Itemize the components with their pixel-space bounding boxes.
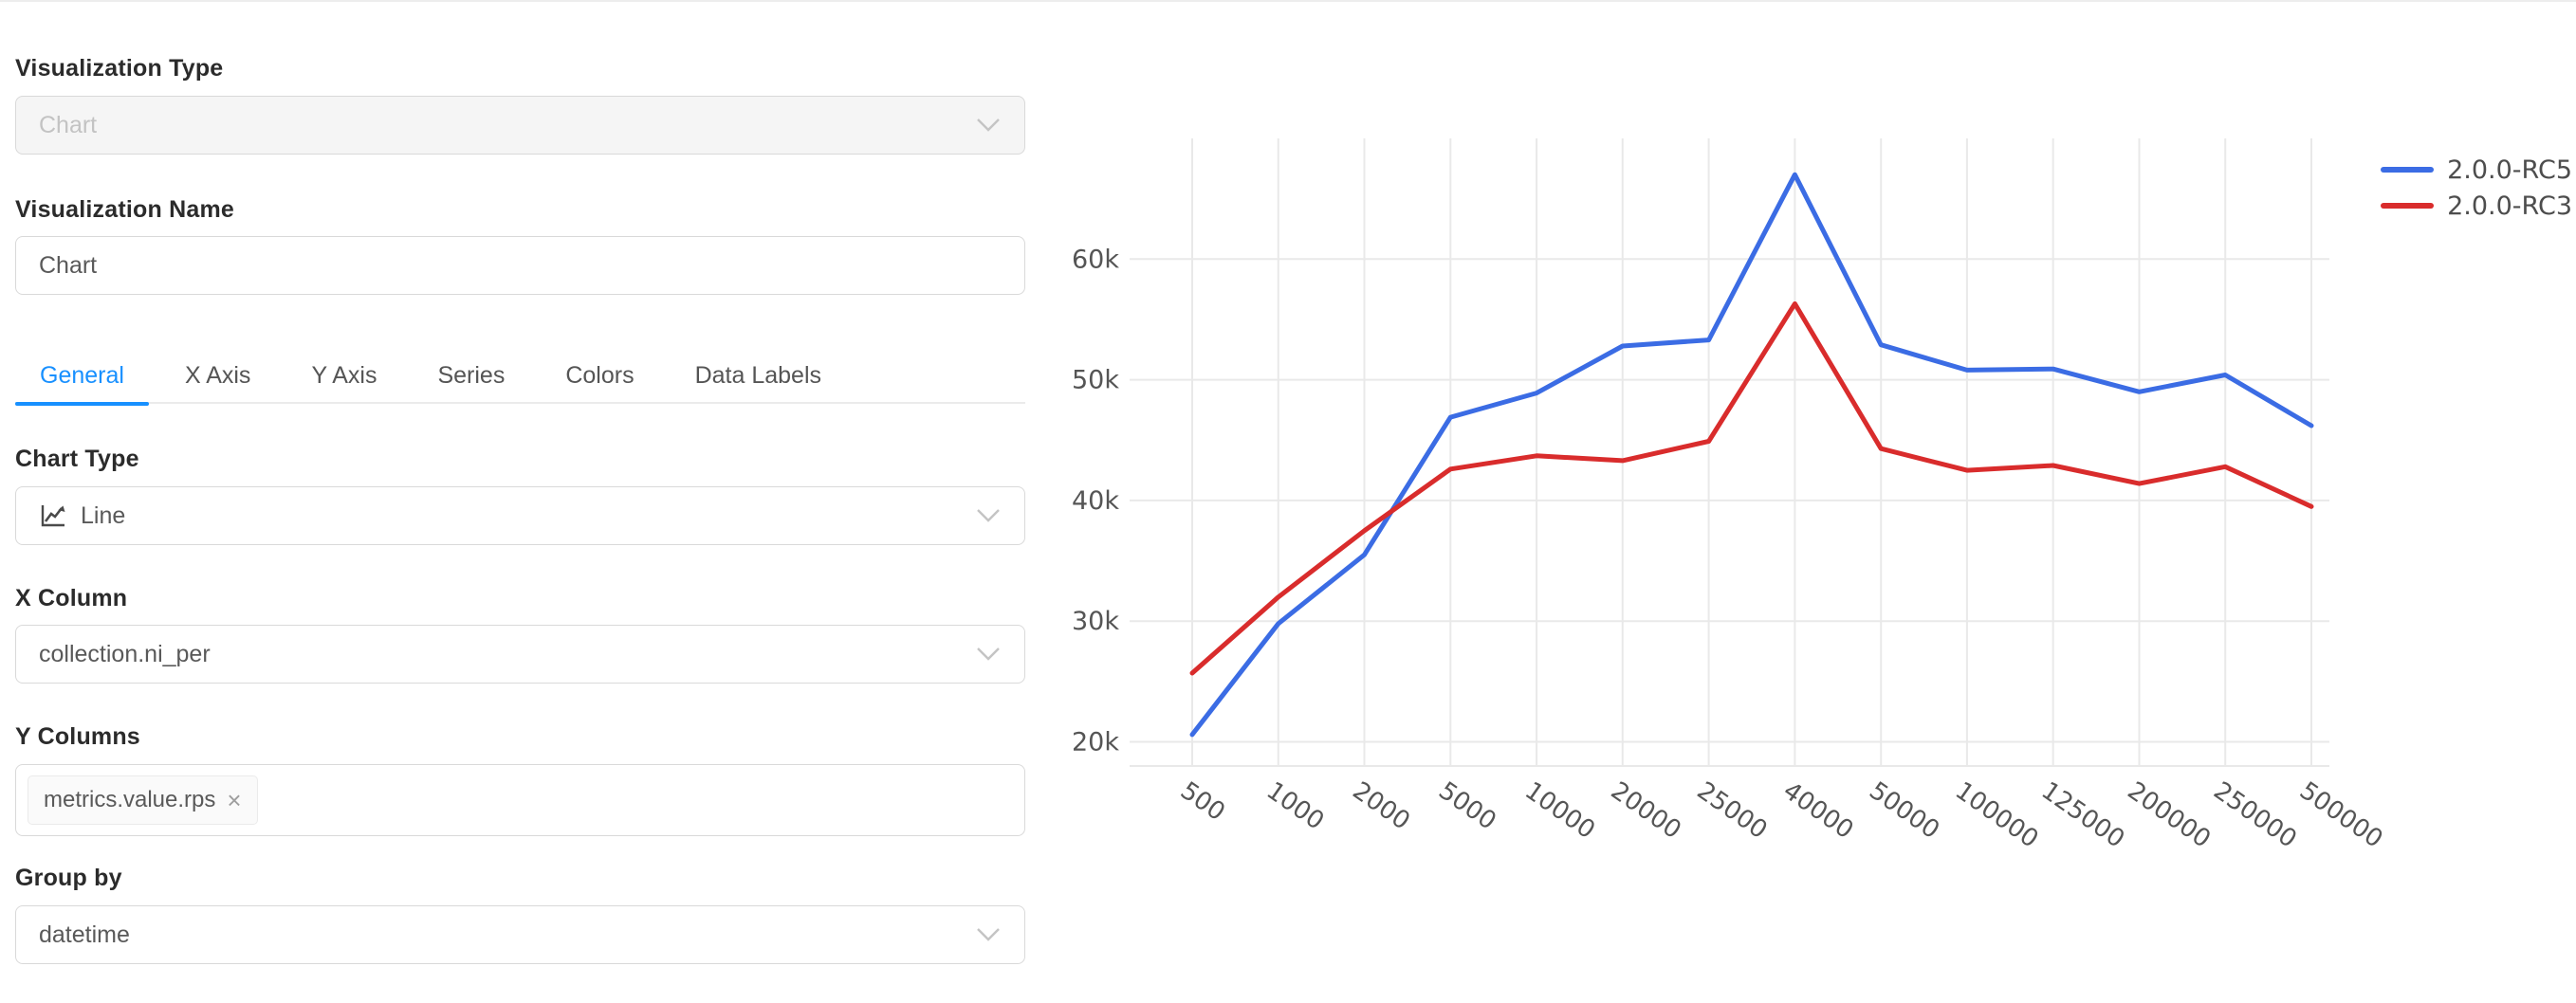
settings-tabs: General X Axis Y Axis Series Colors Data… [15, 349, 1025, 406]
x-tick-label: 5000 [1433, 776, 1500, 836]
visualization-type-select[interactable]: Chart [15, 96, 1025, 155]
chart-type-row: Line [15, 486, 1025, 545]
remove-tag-icon[interactable]: × [227, 786, 242, 814]
legend-label: 2.0.0-RC5 [2447, 155, 2572, 185]
x-column-value: collection.ni_per [39, 640, 211, 667]
y-column-tag: metrics.value.rps × [28, 775, 258, 825]
chart-legend: 2.0.0-RC5 2.0.0-RC3 [2381, 155, 2572, 221]
legend-label: 2.0.0-RC3 [2447, 191, 2572, 221]
chart-type-field: Chart Type [15, 446, 1025, 473]
x-tick-label: 250000 [2208, 776, 2302, 854]
x-tick-label: 10000 [1519, 776, 1600, 845]
x-tick-label: 100000 [1950, 776, 2044, 854]
tab-x-axis[interactable]: X Axis [184, 361, 251, 389]
visualization-type-field: Visualization Type [15, 55, 1025, 82]
chart-type-label: Chart Type [15, 446, 139, 472]
x-tick-label: 200000 [2122, 776, 2216, 854]
y-columns-multiselect[interactable]: metrics.value.rps × [15, 764, 1025, 836]
chevron-down-icon [977, 647, 1000, 661]
y-tick-label: 60k [1072, 245, 1119, 274]
line-chart: 20k 30k 40k 50k 60k 500 1000 2000 5000 10000 20000… [1032, 131, 2576, 937]
chevron-down-icon [977, 509, 1000, 522]
legend-item[interactable]: 2.0.0-RC3 [2381, 191, 2572, 221]
group-by-row: datetime [15, 905, 1025, 964]
x-column-label: X Column [15, 585, 128, 611]
chart-type-select[interactable]: Line [15, 486, 1025, 545]
visualization-name-label: Visualization Name [15, 196, 234, 223]
chevron-down-icon [977, 928, 1000, 941]
visualization-name-row [15, 236, 1025, 295]
series-line [1189, 301, 2314, 676]
legend-swatch-red [2381, 203, 2435, 209]
x-tick-label: 125000 [2036, 776, 2130, 854]
legend-swatch-blue [2381, 167, 2435, 173]
x-tick-label: 500 [1175, 776, 1230, 827]
x-column-row: collection.ni_per [15, 625, 1025, 684]
x-tick-label: 1000 [1261, 776, 1329, 836]
y-columns-field: Y Columns [15, 723, 1025, 751]
visualization-settings-panel: Visualization Type Chart Visualization N… [15, 0, 1025, 1003]
x-tick-label: 25000 [1692, 776, 1773, 845]
x-column-select[interactable]: collection.ni_per [15, 625, 1025, 684]
visualization-type-label: Visualization Type [15, 55, 224, 82]
x-tick-label: 20000 [1606, 776, 1686, 845]
x-tick-label: 50000 [1864, 776, 1944, 845]
legend-item[interactable]: 2.0.0-RC5 [2381, 155, 2572, 185]
group-by-label: Group by [15, 865, 122, 891]
visualization-name-input[interactable] [15, 236, 1025, 295]
series-line [1189, 172, 2314, 738]
line-chart-icon [41, 505, 65, 527]
tab-colors[interactable]: Colors [565, 361, 635, 389]
y-columns-row: metrics.value.rps × [15, 764, 1025, 836]
group-by-field: Group by [15, 865, 1025, 892]
y-tick-label: 50k [1072, 366, 1119, 395]
y-columns-label: Y Columns [15, 723, 140, 750]
x-column-field: X Column [15, 585, 1025, 612]
chart-type-value: Line [81, 502, 126, 529]
tab-series[interactable]: Series [437, 361, 506, 389]
visualization-name-field: Visualization Name [15, 196, 1025, 224]
y-column-tag-text: metrics.value.rps [44, 787, 216, 812]
tab-general[interactable]: General [15, 349, 149, 406]
y-tick-label: 30k [1072, 607, 1119, 636]
chevron-down-icon [977, 119, 1000, 132]
panel-top-divider [0, 0, 2576, 2]
x-tick-label: 40000 [1777, 776, 1858, 845]
visualization-type-row: Chart [15, 96, 1025, 155]
tab-data-labels[interactable]: Data Labels [694, 361, 822, 389]
y-tick-label: 20k [1072, 728, 1119, 757]
group-by-select[interactable]: datetime [15, 905, 1025, 964]
x-tick-label: 2000 [1347, 776, 1414, 836]
tab-y-axis[interactable]: Y Axis [311, 361, 377, 389]
visualization-type-value: Chart [39, 111, 98, 138]
group-by-value: datetime [39, 921, 130, 948]
x-tick-label: 500000 [2294, 776, 2388, 854]
y-tick-label: 40k [1072, 486, 1119, 516]
